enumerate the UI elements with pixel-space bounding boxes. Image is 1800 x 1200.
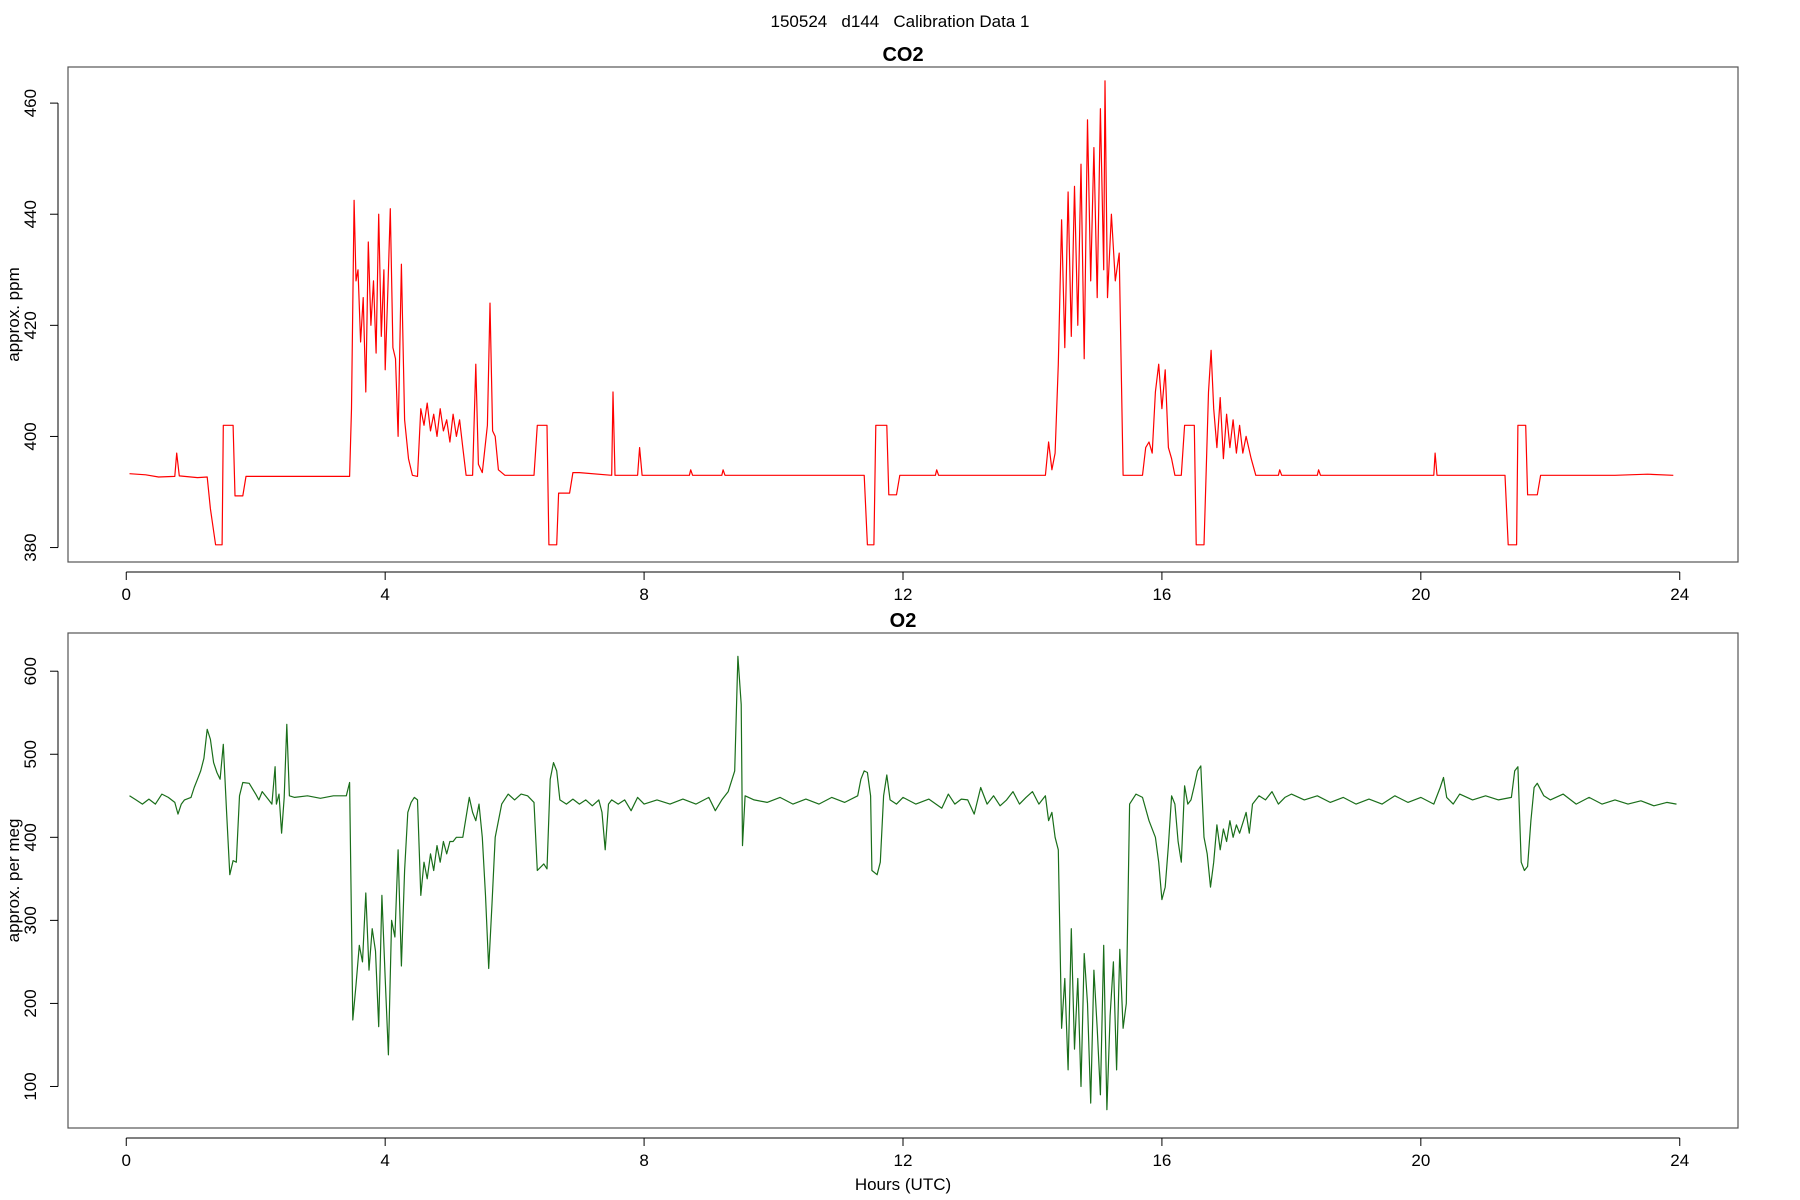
- o2-y-tick-label: 400: [21, 823, 40, 851]
- co2-y-tick-label: 400: [21, 422, 40, 450]
- co2-x-tick-label: 12: [894, 585, 913, 600]
- o2-x-tick-label: 12: [894, 1151, 913, 1170]
- co2-y-tick-label: 380: [21, 533, 40, 561]
- co2-panel: CO2 0 4 8 12 16 20 24 380 400 420 440 460 approx. ppm: [4, 44, 1739, 600]
- o2-y-tick-label: 100: [21, 1072, 40, 1100]
- co2-title: CO2: [882, 44, 923, 66]
- co2-chart: CO2 0 4 8 12 16 20 24 380 400 420 440 460 approx. ppm: [4, 44, 1739, 600]
- co2-y-tick-label: 440: [21, 200, 40, 228]
- o2-y-axis-label: approx. per meg: [4, 819, 23, 943]
- o2-x-tick-label: 8: [639, 1151, 648, 1170]
- co2-plot-frame: [67, 66, 1739, 563]
- co2-x-tick-label: 0: [122, 585, 131, 600]
- co2-y-tick-label: 420: [21, 311, 40, 339]
- o2-x-tick-label: 16: [1152, 1151, 1171, 1170]
- co2-x-tick-label: 8: [639, 585, 648, 600]
- figure-title: 150524 d144 Calibration Data 1: [770, 12, 1030, 31]
- o2-y-tick-label: 500: [21, 740, 40, 768]
- o2-y-tick-label: 600: [21, 657, 40, 685]
- o2-x-tick-label: 20: [1411, 1151, 1430, 1170]
- co2-x-tick-label: 16: [1152, 585, 1171, 600]
- co2-x-tick-label: 20: [1411, 585, 1430, 600]
- o2-chart: O2 0 4 8 12 16 20 24 100 200 300 400 500 600 approx. p…: [4, 610, 1739, 1194]
- o2-y-tick-label: 300: [21, 906, 40, 934]
- co2-y-axis-label: approx. ppm: [4, 267, 23, 362]
- o2-plot-frame: [67, 632, 1739, 1129]
- o2-x-tick-label: 24: [1670, 1151, 1689, 1170]
- o2-x-axis-label: Hours (UTC): [855, 1175, 951, 1194]
- o2-x-tick-label: 0: [122, 1151, 131, 1170]
- o2-title: O2: [890, 610, 917, 632]
- co2-x-tick-label: 4: [380, 585, 389, 600]
- o2-y-tick-label: 200: [21, 989, 40, 1017]
- o2-x-tick-label: 4: [380, 1151, 389, 1170]
- o2-panel: O2 0 4 8 12 16 20 24 100 200 300 400 500 600 approx. p…: [0, 600, 1800, 1200]
- o2-series-line: [129, 655, 1677, 1111]
- co2-series-line: [129, 80, 1674, 546]
- co2-y-tick-label: 460: [21, 89, 40, 117]
- co2-x-tick-label: 24: [1670, 585, 1689, 600]
